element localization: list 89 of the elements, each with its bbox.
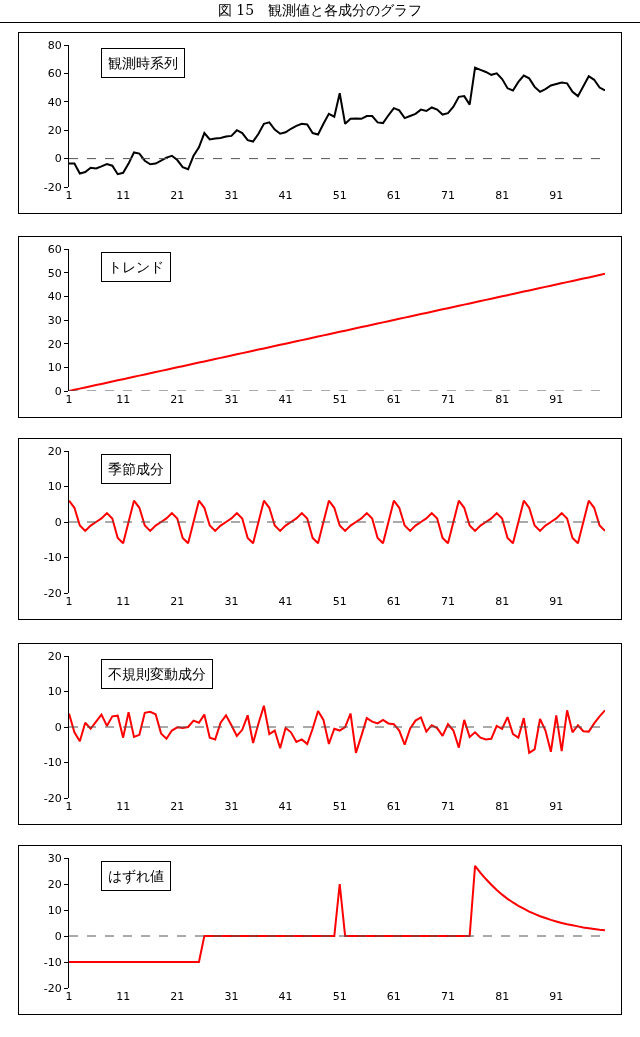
x-tick-label: 81: [495, 800, 510, 813]
x-tick-label: 1: [65, 189, 73, 202]
x-tick-label: 11: [116, 990, 131, 1003]
x-tick-label: 61: [386, 800, 401, 813]
x-tick-label: 1: [65, 990, 73, 1003]
y-tick-label: 40: [47, 95, 62, 109]
x-tick-label: 91: [549, 990, 564, 1003]
annotation: はずれ値: [108, 868, 164, 884]
x-tick-label: 41: [278, 595, 293, 608]
y-tick-label: -20: [43, 180, 62, 194]
y-tick-label: 0: [54, 720, 62, 734]
x-tick-label: 71: [440, 393, 455, 406]
x-tick-label: 11: [116, 189, 131, 202]
x-tick-label: 51: [332, 595, 347, 608]
y-tick-label: 20: [47, 877, 62, 891]
x-tick-label: 31: [224, 393, 239, 406]
annotation: 不規則変動成分: [108, 666, 206, 682]
y-tick-label: 10: [47, 361, 62, 375]
y-tick-label: 50: [47, 266, 62, 280]
y-tick-label: -10: [43, 955, 62, 969]
x-tick-label: 21: [170, 189, 185, 202]
line-series: [69, 864, 605, 963]
y-tick-label: 80: [47, 38, 62, 52]
x-tick-label: 61: [386, 595, 401, 608]
x-tick-label: 61: [386, 990, 401, 1003]
x-tick-label: 21: [170, 393, 185, 406]
line-series: [69, 499, 605, 545]
x-tick-label: 11: [116, 800, 131, 813]
y-tick-label: 0: [54, 515, 62, 529]
x-tick-label: 51: [332, 990, 347, 1003]
y-tick-label: 0: [54, 384, 62, 398]
x-tick-label: 1: [65, 800, 73, 813]
x-tick-label: 91: [549, 800, 564, 813]
x-tick-label: 81: [495, 393, 510, 406]
y-tick-label: 20: [47, 124, 62, 138]
x-tick-label: 31: [224, 990, 239, 1003]
x-tick-label: 51: [332, 800, 347, 813]
y-tick-label: 20: [47, 649, 62, 663]
y-tick-label: 0: [54, 929, 62, 943]
annotation: 季節成分: [108, 461, 164, 477]
y-tick-label: -10: [43, 551, 62, 565]
y-tick-label: 20: [47, 337, 62, 351]
x-tick-label: 91: [549, 595, 564, 608]
y-tick-label: 10: [47, 685, 62, 699]
x-tick-label: 41: [278, 393, 293, 406]
y-tick-label: -20: [43, 981, 62, 995]
y-tick-label: -10: [43, 756, 62, 770]
x-tick-label: 41: [278, 189, 293, 202]
y-tick-label: 10: [47, 903, 62, 917]
x-tick-label: 91: [549, 393, 564, 406]
y-tick-label: -20: [43, 586, 62, 600]
x-tick-label: 21: [170, 800, 185, 813]
x-tick-label: 81: [495, 189, 510, 202]
x-tick-label: 11: [116, 595, 131, 608]
x-tick-label: 31: [224, 189, 239, 202]
annotation: トレンド: [108, 259, 164, 275]
y-tick-label: 20: [47, 444, 62, 458]
x-tick-label: 61: [386, 393, 401, 406]
y-tick-label: 30: [47, 313, 62, 327]
y-tick-label: 40: [47, 290, 62, 304]
x-tick-label: 21: [170, 990, 185, 1003]
y-tick-label: -20: [43, 791, 62, 805]
line-series: [69, 704, 605, 754]
x-tick-label: 31: [224, 595, 239, 608]
x-tick-label: 11: [116, 393, 131, 406]
y-tick-label: 10: [47, 480, 62, 494]
line-series: [69, 272, 605, 391]
x-tick-label: 1: [65, 595, 73, 608]
y-tick-label: 0: [54, 152, 62, 166]
x-tick-label: 41: [278, 990, 293, 1003]
y-tick-label: 60: [47, 67, 62, 81]
y-tick-label: 30: [47, 851, 62, 865]
x-tick-label: 41: [278, 800, 293, 813]
x-tick-label: 71: [440, 990, 455, 1003]
x-tick-label: 71: [440, 595, 455, 608]
x-tick-label: 81: [495, 990, 510, 1003]
x-tick-label: 81: [495, 595, 510, 608]
chart-title: 図 15 観測値と各成分のグラフ: [0, 0, 640, 23]
x-tick-label: 71: [440, 800, 455, 813]
x-tick-label: 31: [224, 800, 239, 813]
x-tick-label: 71: [440, 189, 455, 202]
x-tick-label: 21: [170, 595, 185, 608]
x-tick-label: 51: [332, 393, 347, 406]
x-tick-label: 51: [332, 189, 347, 202]
x-tick-label: 61: [386, 189, 401, 202]
x-tick-label: 91: [549, 189, 564, 202]
y-tick-label: 60: [47, 242, 62, 256]
annotation: 観測時系列: [108, 55, 178, 71]
x-tick-label: 1: [65, 393, 73, 406]
